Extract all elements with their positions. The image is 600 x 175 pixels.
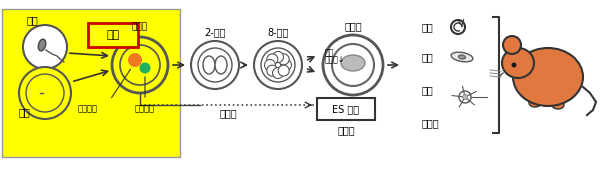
Circle shape [198, 48, 232, 82]
Circle shape [254, 41, 302, 89]
Circle shape [503, 36, 521, 54]
Ellipse shape [341, 55, 365, 71]
Ellipse shape [38, 39, 46, 51]
Text: 多能性: 多能性 [337, 125, 355, 135]
Text: 内部: 内部 [325, 48, 334, 58]
Circle shape [323, 35, 383, 95]
Text: ES 細胞: ES 細胞 [332, 104, 359, 114]
Circle shape [112, 37, 168, 93]
Text: 筋肉: 筋肉 [422, 52, 434, 62]
Circle shape [120, 45, 160, 85]
Text: 細胞塊↓: 細胞塊↓ [325, 55, 345, 65]
Circle shape [267, 65, 278, 76]
Circle shape [267, 54, 278, 65]
Circle shape [23, 25, 67, 69]
Ellipse shape [215, 56, 227, 74]
Circle shape [128, 53, 142, 67]
Circle shape [281, 60, 292, 71]
Ellipse shape [502, 48, 534, 78]
Ellipse shape [203, 56, 215, 74]
Circle shape [278, 65, 289, 76]
Circle shape [191, 41, 239, 89]
Circle shape [265, 60, 275, 71]
Circle shape [451, 20, 465, 34]
Circle shape [272, 51, 284, 62]
Circle shape [26, 74, 64, 112]
Circle shape [332, 44, 374, 86]
Text: 受精卸: 受精卸 [132, 23, 148, 32]
Text: 全能性: 全能性 [219, 108, 237, 118]
Circle shape [463, 94, 467, 100]
Text: 胚盤胞: 胚盤胞 [344, 21, 362, 31]
Ellipse shape [458, 55, 466, 59]
Bar [88, 23, 138, 47]
Circle shape [459, 91, 471, 103]
Ellipse shape [513, 48, 583, 106]
Circle shape [278, 54, 289, 65]
Text: 8-細胞: 8-細胞 [268, 27, 289, 37]
Ellipse shape [529, 99, 541, 107]
Circle shape [272, 68, 284, 79]
Text: 受精: 受精 [106, 30, 119, 40]
Ellipse shape [552, 101, 564, 109]
Text: 体細胞: 体細胞 [422, 118, 440, 128]
Text: 卸子: 卸子 [18, 107, 30, 117]
Circle shape [19, 67, 71, 119]
Text: 雌性前核: 雌性前核 [78, 104, 98, 114]
Circle shape [511, 62, 517, 68]
Text: 雄性前核: 雄性前核 [135, 104, 155, 114]
Text: 神経: 神経 [422, 85, 434, 95]
Circle shape [139, 62, 151, 74]
Circle shape [261, 48, 295, 82]
Bar [2, 9, 180, 157]
Bar [317, 98, 375, 120]
Ellipse shape [451, 52, 473, 62]
Text: 血液: 血液 [422, 22, 434, 32]
Text: 精子: 精子 [26, 15, 38, 25]
Text: 2-細胞: 2-細胞 [204, 27, 226, 37]
